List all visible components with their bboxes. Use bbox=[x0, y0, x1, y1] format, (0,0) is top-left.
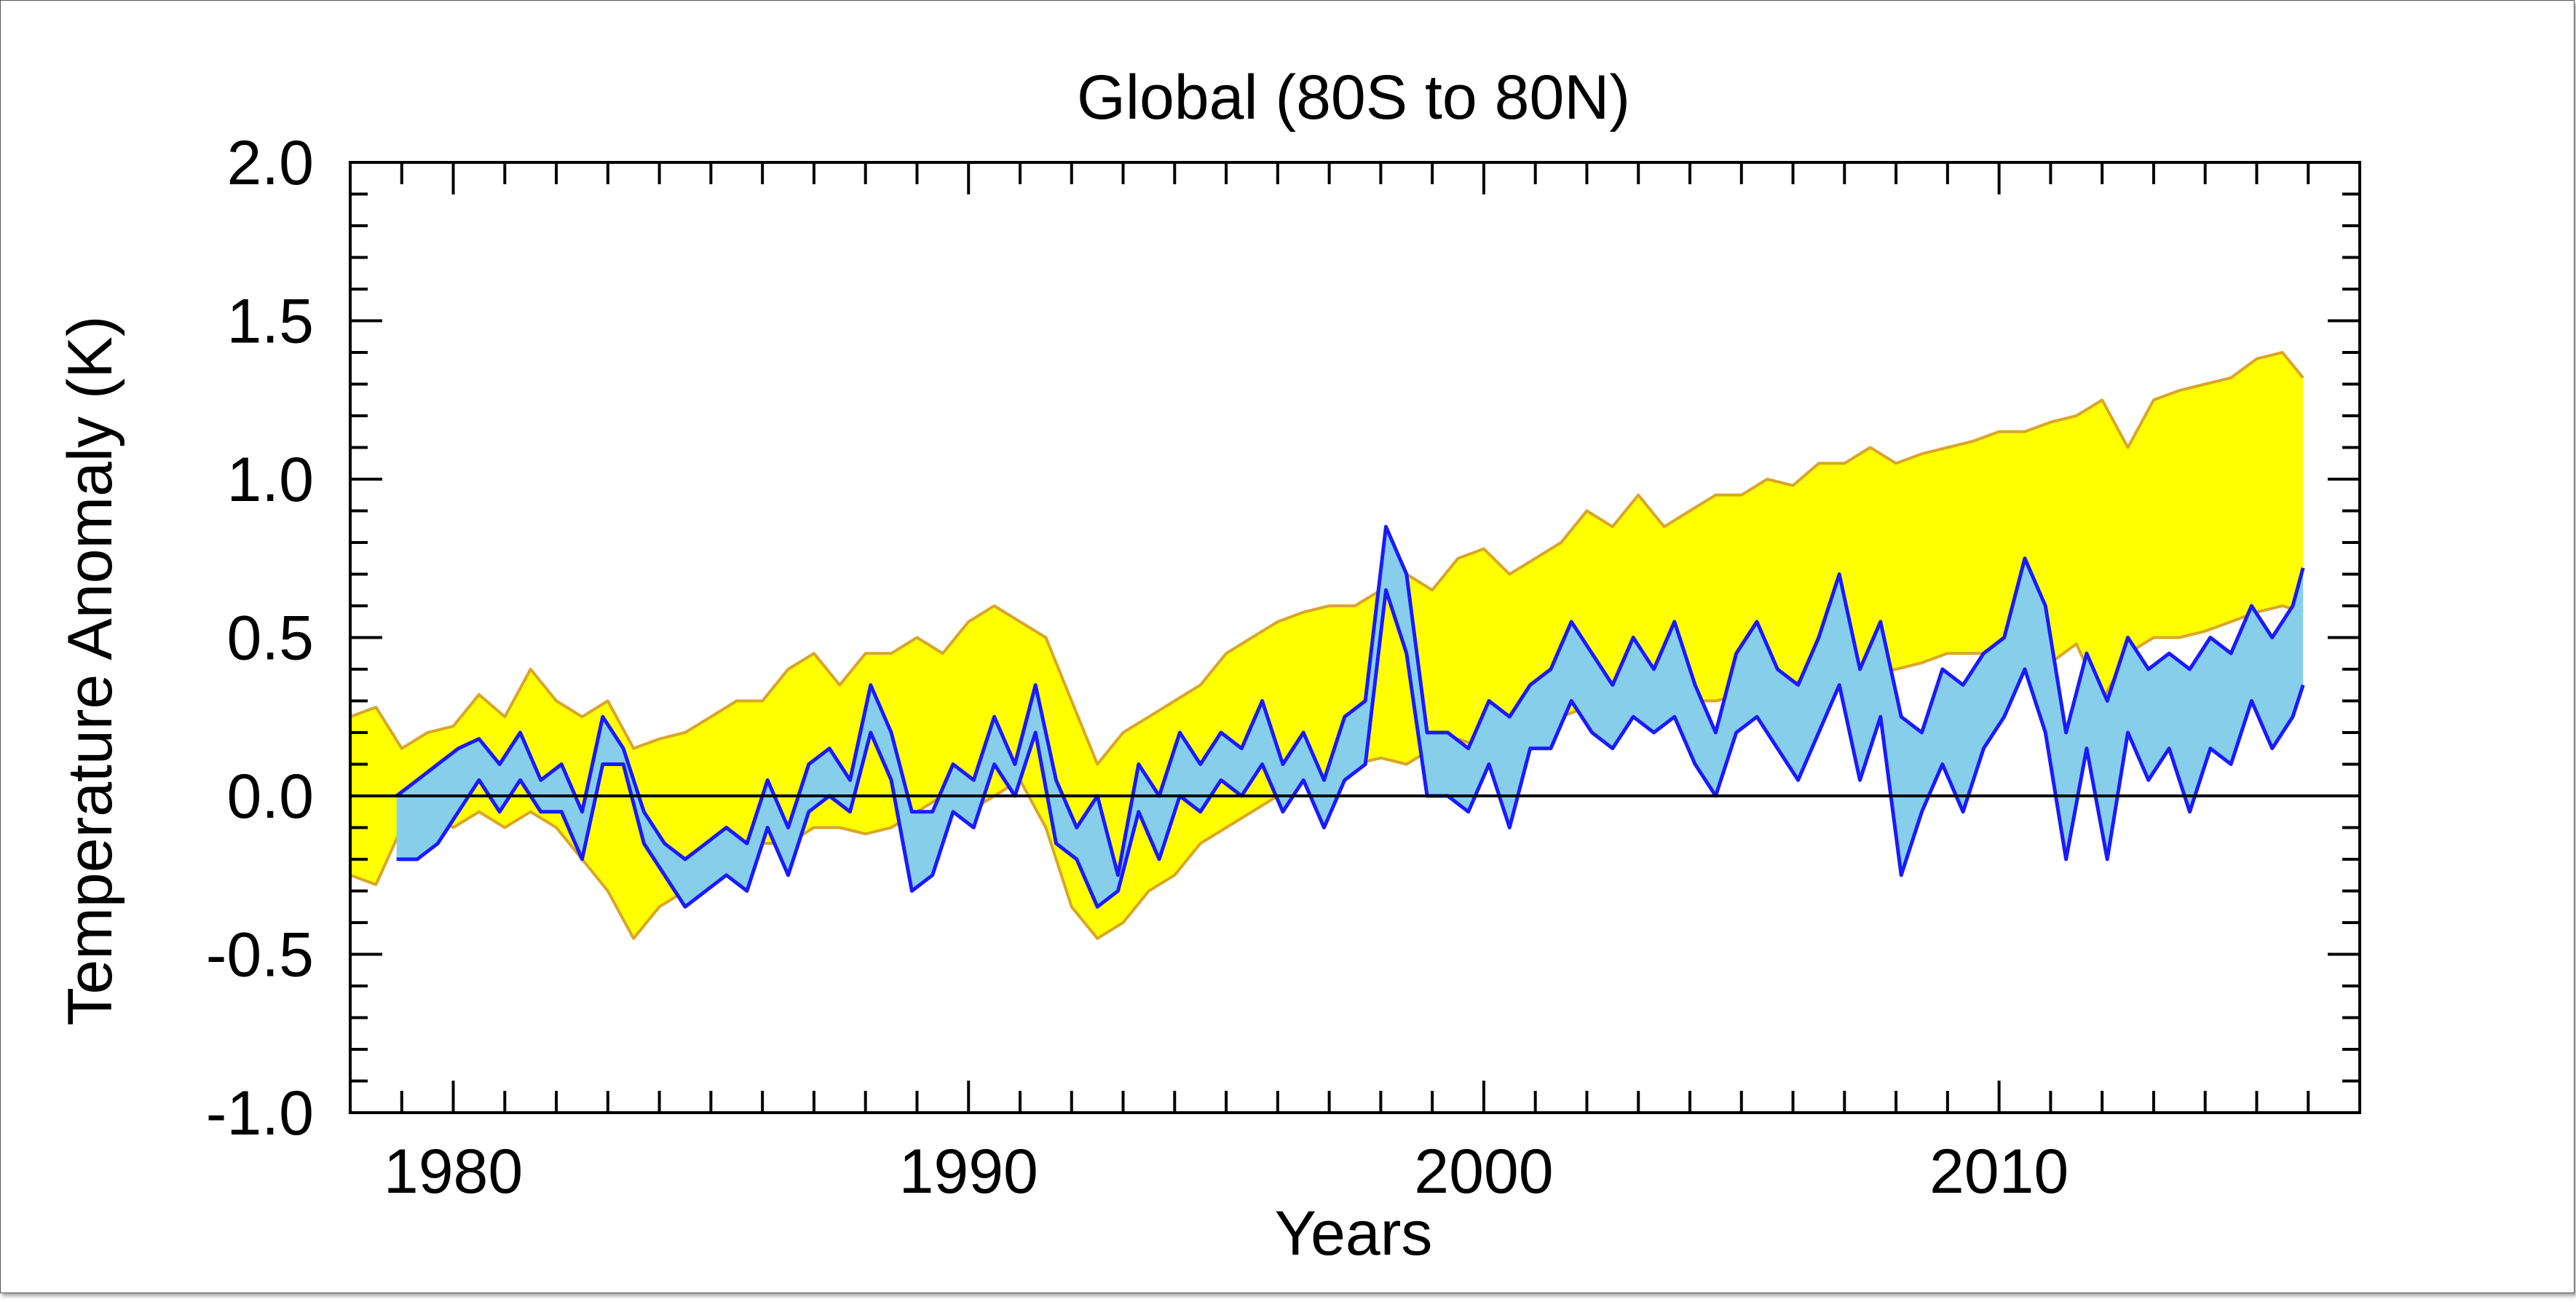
observations-band-fill bbox=[396, 526, 2304, 907]
x-axis-label: Years bbox=[1275, 1199, 1433, 1269]
model-upper-line bbox=[349, 351, 2304, 766]
x-tick-label: 2000 bbox=[1414, 1137, 1553, 1207]
x-tick-label: 1990 bbox=[899, 1137, 1038, 1207]
observations-lower-line bbox=[396, 588, 2305, 909]
y-tick-label: 1.0 bbox=[226, 445, 314, 515]
y-tick-label: 0.0 bbox=[226, 762, 314, 832]
x-tick-label: 2010 bbox=[1929, 1137, 2069, 1207]
observations-upper-line bbox=[395, 524, 2305, 877]
y-tick-label: 1.5 bbox=[226, 287, 314, 357]
bands-layer bbox=[349, 351, 2305, 940]
chart-title: Global (80S to 80N) bbox=[1077, 63, 1630, 133]
y-tick-label: 0.5 bbox=[226, 604, 314, 674]
ticks-layer bbox=[349, 161, 2361, 1114]
y-axis-label: Temperature Anomaly (K) bbox=[55, 315, 125, 1025]
tick-labels-layer: 1980 1990 2000 2010 -1.0 -0.5 0.0 0.5 1.0 1.5 2.0 bbox=[206, 128, 2069, 1207]
x-tick-label: 1980 bbox=[384, 1137, 523, 1207]
y-tick-label: -1.0 bbox=[206, 1078, 314, 1148]
y-tick-label: -0.5 bbox=[206, 920, 314, 990]
y-tick-label: 2.0 bbox=[226, 128, 314, 198]
